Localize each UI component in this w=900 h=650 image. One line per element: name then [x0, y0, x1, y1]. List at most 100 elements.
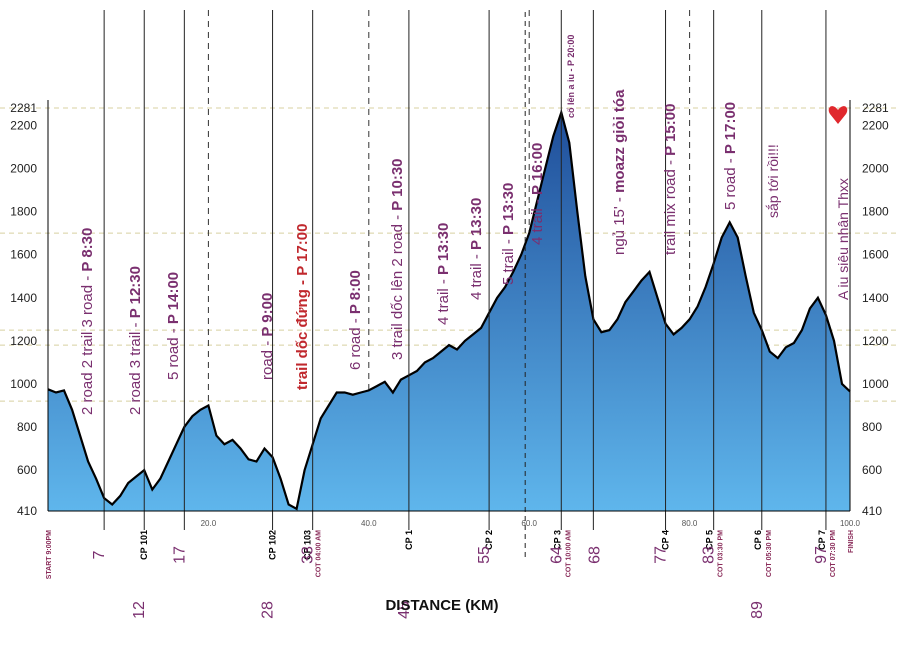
checkpoint-label: COT 10:00 AM [565, 530, 572, 577]
annotation-pace: P 13:30 [500, 183, 517, 235]
checkpoint-label: CP 7 [817, 530, 827, 550]
annotation: 3 trail dốc lên 2 road - P 10:30 [389, 158, 406, 360]
annotation-pace: moazz giỏi tóa [611, 89, 628, 193]
annotation-text: road - [259, 337, 276, 380]
annotation: 4 trail - P 16:00 [529, 143, 546, 245]
checkpoint-label: CP 4 [661, 530, 671, 550]
checkpoint-label: CP 6 [753, 530, 763, 550]
annotation: 2 road 3 trail - P 12:30 [127, 266, 144, 415]
checkpoint-label: COT 05:30 PM [766, 530, 773, 577]
annotation: 5 trail - P 13:30 [500, 183, 517, 285]
annotation-pace: P 8:00 [347, 270, 364, 314]
y-tick-label: 410 [17, 504, 37, 518]
annotation-pace: P 12:30 [127, 266, 144, 318]
checkpoint-label: FINISH [848, 530, 855, 553]
annotation: A iu siêu nhân Thxx [835, 178, 851, 300]
annotation-text: A iu siêu nhân Thxx [835, 178, 851, 300]
checkpoint-label: CP 102 [268, 530, 278, 560]
annotations: 2 road 2 trail 3 road - P 8:30 2 road 3 t… [79, 35, 851, 415]
annotation-pace: P 8:30 [79, 228, 96, 272]
annotation-text: 4 trail - [529, 195, 546, 245]
y-tick-label: 1800 [10, 205, 37, 219]
y-tick-label-right: 410 [862, 504, 882, 518]
annotation: road - P 9:00 [259, 293, 276, 380]
annotation: 4 trail - P 13:30 [435, 223, 452, 325]
annotation-text: 5 road - [165, 324, 182, 380]
annotation-text: 5 trail - [500, 235, 517, 285]
km-marker: 77 [653, 546, 670, 564]
annotation-pace: P 10:30 [389, 158, 406, 210]
y-tick-label-right: 1400 [862, 291, 889, 305]
y-tick-label: 1000 [10, 377, 37, 391]
annotation-text: sắp tới rồi!!! [765, 144, 781, 218]
y-tick-label-right: 1600 [862, 248, 889, 262]
checkpoint-label: CP 1 [404, 530, 414, 550]
y-tick-label-right: 1200 [862, 334, 889, 348]
x-tick-label: 100.0 [840, 519, 861, 528]
checkpoint-label: COT 07:30 PM [830, 530, 837, 577]
annotation-text: 4 trail - [468, 250, 485, 300]
x-tick-label: 40.0 [361, 519, 377, 528]
km-marker: 97 [813, 546, 830, 564]
annotation-pace: P 17:00 [294, 224, 311, 276]
annotation-text: 3 trail dốc lên 2 road - [389, 211, 406, 360]
annotation: sắp tới rồi!!! [765, 144, 781, 218]
annotation-pace: P 16:00 [529, 143, 546, 195]
elevation-area [48, 112, 850, 511]
checkpoint-label: CP 3 [552, 530, 562, 550]
checkpoint-label: CP 5 [705, 530, 715, 550]
km-marker: 55 [476, 546, 493, 564]
checkpoint-label: CP 2 [484, 530, 494, 550]
annotation-text: 6 road - [347, 314, 364, 370]
km-marker: 17 [171, 546, 188, 564]
km-marker: 64 [548, 546, 565, 564]
checkpoint-label: COT 04:00 AM [316, 530, 323, 577]
y-tick-label: 2281 [10, 101, 37, 115]
checkpoint-label: CP 101 [139, 530, 149, 560]
annotation: cố lên a iu - P 20:00 [566, 35, 576, 118]
annotation: trail dốc đứng - P 17:00 [294, 224, 311, 390]
km-marker: 83 [701, 546, 718, 564]
elevation-outline [47, 108, 851, 511]
y-tick-label-right: 1000 [862, 377, 889, 391]
annotation: 5 road - P 17:00 [722, 102, 739, 210]
y-tick-label: 800 [17, 420, 37, 434]
y-tick-label-right: 2281 [862, 101, 889, 115]
checkpoint-labels: START 9:00PM CP 101 CP 102 CP 103 COT 04:00 … [46, 530, 855, 579]
km-marker: 68 [586, 546, 603, 564]
y-tick-label-right: 1800 [862, 205, 889, 219]
km-marker: 7 [91, 550, 108, 559]
y-tick-label: 2200 [10, 118, 37, 132]
annotation-pace: cố lên a iu - P 20:00 [566, 35, 576, 118]
y-tick-label-right: 2200 [862, 118, 889, 132]
annotation-pace: P 17:00 [722, 102, 739, 154]
km-marker: 12 [131, 601, 148, 619]
km-marker: 89 [749, 601, 766, 619]
annotation-pace: P 14:00 [165, 272, 182, 324]
y-tick-label: 1600 [10, 248, 37, 262]
annotation-text: 2 road 3 trail - [127, 318, 144, 415]
y-tick-label: 2000 [10, 162, 37, 176]
y-axis-right-labels: 2281 2200 2000 1800 1600 1400 1200 1000 800 600 41… [862, 101, 889, 518]
annotation: 6 road - P 8:00 [347, 270, 364, 370]
annotation-text: trail dốc đứng - [294, 276, 311, 390]
annotation-pace: P 13:30 [468, 198, 485, 250]
annotation: 2 road 2 trail 3 road - P 8:30 [79, 228, 96, 415]
annotation-pace: P 15:00 [662, 104, 679, 156]
x-axis-ticks: 20.0 40.0 60.0 80.0 100.0 [201, 519, 861, 528]
x-tick-label: 60.0 [521, 519, 537, 528]
annotation-pace: P 13:30 [435, 223, 452, 275]
annotation-text: trail mix road - [662, 156, 679, 255]
checkpoint-label: CP 103 [303, 530, 313, 560]
y-tick-label: 1200 [10, 334, 37, 348]
heart-icon [828, 106, 848, 124]
annotation-text: ngủ 15' - [611, 193, 628, 255]
annotation-text: 2 road 2 trail 3 road - [79, 272, 96, 415]
annotation: trail mix road - P 15:00 [662, 104, 679, 255]
checkpoint-label: START 9:00PM [46, 530, 53, 579]
km-marker-labels: 7 12 17 28 33 45 55 64 68 77 83 89 97 [91, 546, 830, 619]
annotation-text: 4 trail - [435, 275, 452, 325]
y-tick-label: 600 [17, 463, 37, 477]
km-marker: 33 [300, 546, 317, 564]
